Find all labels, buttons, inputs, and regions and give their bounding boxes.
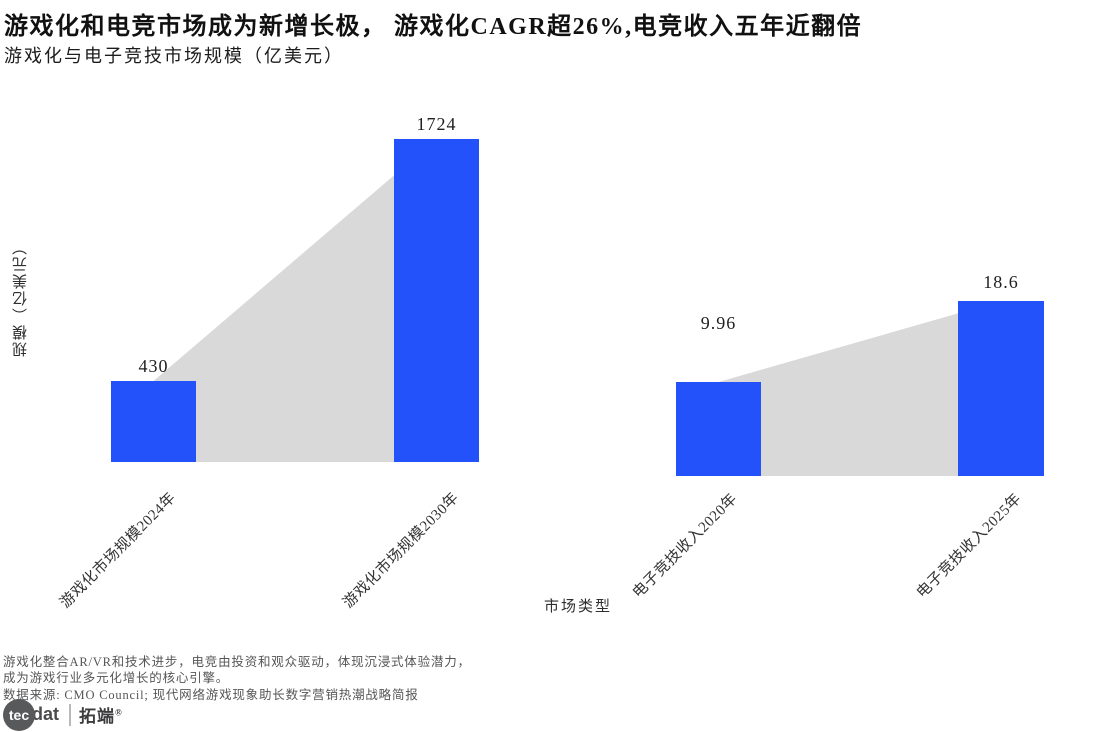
tecdat-logo: tec dat 拓端®	[3, 698, 123, 731]
bar-value-label-esports-2025: 18.6	[983, 272, 1019, 292]
bar-gamification-2030	[394, 139, 479, 462]
x-axis-title: 市场类型	[543, 599, 612, 615]
bar-value-label-gamification-2030: 1724	[416, 114, 457, 134]
data-source-note: 数据来源: CMO Council; 现代网络游戏现象助长数字营销热潮战略简报	[3, 688, 419, 702]
footnote-line-2: 成为游戏行业多元化增长的核心引擎。	[3, 671, 230, 685]
growth-wedge-esports	[718, 301, 1001, 476]
chart-subtitle: 游戏化与电子竞技市场规模（亿美元）	[4, 46, 344, 66]
bar-gamification-2024	[111, 381, 196, 462]
bar-value-label-gamification-2024: 430	[138, 356, 169, 376]
bar-esports-2020	[676, 382, 761, 476]
bar-esports-2025	[958, 301, 1044, 476]
footnote-line-1: 游戏化整合AR/VR和技术进步，电竞由投资和观众驱动，体现沉浸式体验潜力，	[3, 655, 471, 669]
bar-value-label-esports-2020: 9.96	[700, 313, 737, 333]
tecdat-logo-circle: tec	[3, 698, 35, 731]
logo-divider	[69, 703, 71, 726]
tecdat-logo-suffix: dat	[32, 704, 59, 724]
registered-mark: ®	[115, 707, 123, 718]
growth-wedge-gamification	[153, 139, 437, 462]
brand-name: 拓端®	[79, 707, 123, 726]
page-title: 游戏化和电竞市场成为新增长极， 游戏化CAGR超26%,电竞收入五年近翻倍	[4, 14, 863, 40]
